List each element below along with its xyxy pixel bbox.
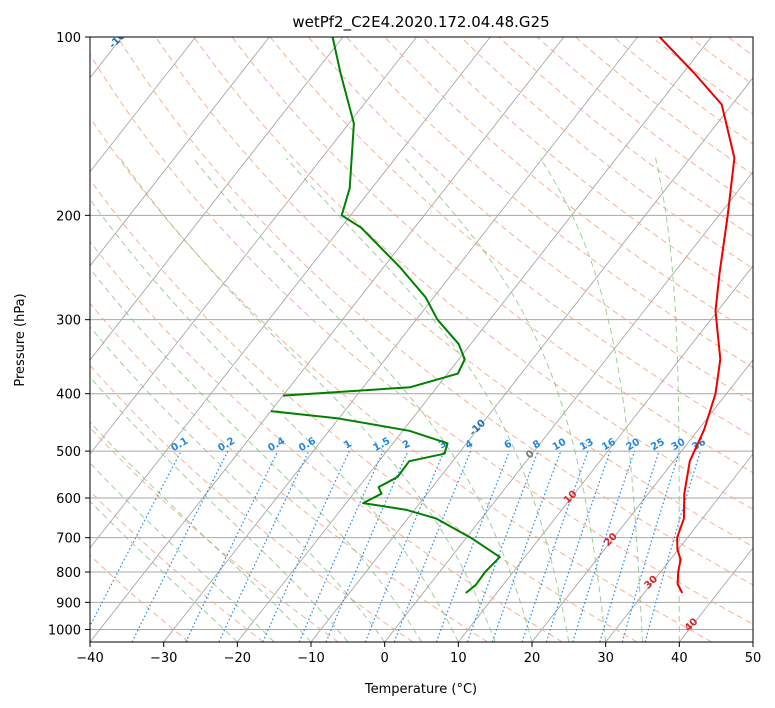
isotherm-line: [90, 37, 491, 549]
mixing-ratio-line: [599, 450, 660, 642]
isotherm-line: [384, 171, 753, 642]
mixing-ratio-line: [521, 450, 589, 642]
isotherm-line: [236, 37, 712, 642]
moist-adiabat-line: [90, 462, 275, 642]
grid-layer: [90, 37, 753, 642]
dewpoint-line: [270, 410, 501, 594]
dry-adiabat-line: [155, 37, 753, 548]
y-tick-label: 800: [56, 566, 81, 581]
y-tick-label: 1000: [48, 623, 81, 638]
x-tick-label: 20: [524, 651, 541, 666]
moist-adiabat-line: [539, 157, 643, 642]
dry-adiabat-line: [193, 37, 753, 510]
dry-adiabat-line: [117, 37, 753, 586]
mixing-ratio-line: [435, 450, 511, 642]
axis-ticks: −40 −30 −20 −10 0 10 20 30 40 50 100 200 300 400 500 60…: [48, 31, 761, 666]
mixing-ratio-label: 3: [437, 438, 449, 451]
y-tick-label: 400: [56, 388, 81, 403]
moist-adiabat-line: [655, 157, 680, 642]
isotherm-line: [605, 453, 753, 642]
x-tick-label: −20: [224, 651, 251, 666]
isotherm-line: [457, 265, 753, 642]
x-tick-label: −10: [297, 651, 324, 666]
y-tick-label: 100: [56, 31, 81, 46]
mixing-ratio-line: [466, 450, 539, 642]
profile-lines: [270, 37, 736, 594]
y-tick-label: 600: [56, 492, 81, 507]
moist-adiabat-line: [192, 157, 533, 642]
x-tick-label: −40: [76, 651, 103, 666]
mixing-ratio-line: [298, 450, 384, 642]
moist-adiabat-line: [90, 267, 422, 642]
y-axis-label: Pressure (hPa): [13, 293, 28, 386]
dewpoint-line: [282, 37, 466, 397]
moist-adiabat-line: [90, 376, 349, 642]
mixing-ratio-line: [572, 450, 636, 642]
dry-adiabat-line: [90, 302, 488, 642]
dry-adiabat-line: [90, 427, 339, 642]
x-tick-label: 50: [745, 651, 762, 666]
x-tick-label: 40: [671, 651, 688, 666]
dry-adiabat-line: [308, 37, 753, 403]
isotherm-line: [163, 37, 638, 642]
isotherm-line: [90, 37, 270, 267]
isotherm-line: [310, 76, 753, 642]
dry-adiabat-line: [90, 116, 712, 642]
mixing-ratio-label: 2: [401, 438, 413, 451]
moist-adiabat-line: [285, 157, 570, 642]
x-tick-label: 30: [597, 651, 614, 666]
mixing-ratio-line: [491, 450, 562, 642]
y-tick-label: 200: [56, 209, 81, 224]
dry-adiabat-line: [90, 554, 190, 642]
dry-adiabat-line: [231, 37, 753, 474]
dry-adiabat-line: [422, 37, 753, 302]
dry-adiabat-line: [90, 53, 753, 625]
mixing-ratio-line: [364, 450, 445, 642]
mixing-ratio-line: [325, 450, 409, 642]
y-tick-label: 500: [56, 445, 81, 460]
moist-adiabat-line: [90, 198, 459, 642]
x-tick-label: −30: [150, 651, 177, 666]
y-tick-label: 300: [56, 314, 81, 329]
moist-adiabat-line: [90, 421, 312, 642]
mixing-ratio-line: [621, 450, 681, 642]
dry-adiabat-line: [90, 178, 638, 642]
mixing-ratio-line: [393, 450, 472, 642]
mixing-ratio-line: [131, 450, 229, 642]
plot-frame: [89, 36, 754, 643]
mixing-ratio-label: 6: [502, 438, 514, 451]
isotherm-line: [90, 37, 344, 361]
dry-adiabat-line: [90, 240, 563, 642]
mixing-ratio-label: 8: [531, 438, 543, 451]
moist-adiabat-line: [90, 326, 386, 642]
mixing-ratio-line: [644, 450, 701, 642]
y-tick-label: 700: [56, 532, 81, 547]
moist-adiabat-line: [404, 157, 607, 642]
dry-adiabat-line: [269, 37, 753, 438]
isotherm-line: [90, 37, 196, 173]
isotherm-line: [90, 37, 417, 455]
chart-title: wetPf2_C2E4.2020.172.04.48.G25: [292, 13, 549, 32]
y-tick-label: 900: [56, 596, 81, 611]
dry-adiabat-line: [90, 364, 414, 642]
x-tick-label: 10: [450, 651, 467, 666]
moist-adiabat-line: [119, 157, 496, 642]
temperature-line: [658, 37, 736, 594]
mixing-ratio-label: 4: [464, 438, 476, 451]
x-axis-label: Temperature (°C): [364, 682, 477, 697]
mixing-ratio-line: [545, 450, 611, 642]
isotherm-line: [531, 359, 753, 642]
mixing-ratio-label: 1: [342, 438, 354, 451]
x-tick-label: 0: [381, 651, 389, 666]
